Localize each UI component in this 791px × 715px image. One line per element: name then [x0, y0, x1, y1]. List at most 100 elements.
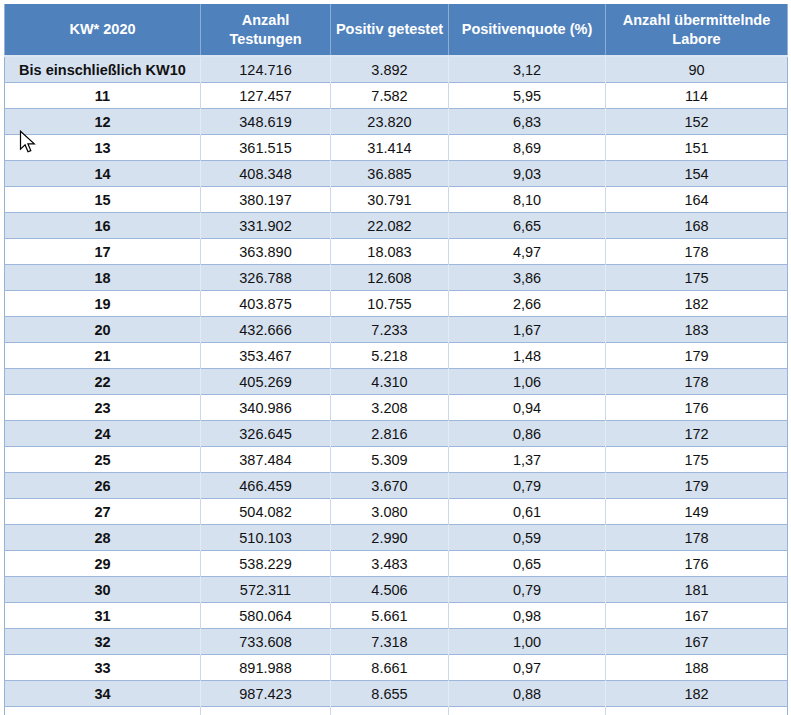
cell-testungen: 363.890 — [201, 239, 331, 265]
cell-testungen: 405.269 — [201, 369, 331, 395]
data-table: KW* 2020Anzahl TestungenPositiv getestet… — [4, 4, 788, 715]
cell-kw: 30 — [5, 577, 201, 603]
cell-testungen: 538.229 — [201, 551, 331, 577]
cell-quote: 0,65 — [449, 551, 606, 577]
cell-kw: 22 — [5, 369, 201, 395]
cell-testungen: 361.515 — [201, 135, 331, 161]
table-header: KW* 2020Anzahl TestungenPositiv getestet… — [5, 4, 788, 56]
cell-kw: 32 — [5, 629, 201, 655]
cell-kw: 21 — [5, 343, 201, 369]
cell-quote: 6,83 — [449, 109, 606, 135]
table-row: 29538.2293.4830,65176 — [5, 551, 788, 577]
cell-quote: 3,12 — [449, 56, 606, 83]
table-row: 19403.87510.7552,66182 — [5, 291, 788, 317]
cell-positiv: 8.655 — [331, 681, 449, 707]
cell-testungen: 331.902 — [201, 213, 331, 239]
cell-testungen: 408.348 — [201, 161, 331, 187]
cell-labore: 172 — [606, 421, 788, 447]
cell-quote: 1,48 — [449, 343, 606, 369]
cell-labore: 114 — [606, 83, 788, 109]
cell-labore: 175 — [606, 265, 788, 291]
cell-positiv: 7.233 — [331, 317, 449, 343]
cell-kw: 33 — [5, 655, 201, 681]
cell-labore: 164 — [606, 187, 788, 213]
cell-labore: 182 — [606, 291, 788, 317]
cell-labore: 167 — [606, 629, 788, 655]
table-row: 15380.19730.7918,10164 — [5, 187, 788, 213]
cell-positiv: 18.083 — [331, 239, 449, 265]
cell-labore — [606, 707, 788, 715]
cell-testungen: 987.423 — [201, 681, 331, 707]
cell-positiv: 7.582 — [331, 83, 449, 109]
cell-quote: 1,37 — [449, 447, 606, 473]
cell-testungen: 127.457 — [201, 83, 331, 109]
cell-kw: 25 — [5, 447, 201, 473]
cell-labore: 182 — [606, 681, 788, 707]
table-row: 17363.89018.0834,97178 — [5, 239, 788, 265]
table-row: 21353.4675.2181,48179 — [5, 343, 788, 369]
table-row: 25387.4845.3091,37175 — [5, 447, 788, 473]
cell-kw: Summe — [5, 707, 201, 715]
cell-quote: 1,67 — [449, 317, 606, 343]
col-header-positiv: Positiv getestet — [331, 4, 449, 56]
table-row: 13361.51531.4148,69151 — [5, 135, 788, 161]
cell-quote: 6,65 — [449, 213, 606, 239]
cell-testungen: 466.459 — [201, 473, 331, 499]
table-row: 23340.9863.2080,94176 — [5, 395, 788, 421]
cell-positiv: 36.885 — [331, 161, 449, 187]
cell-labore: 178 — [606, 525, 788, 551]
cell-quote: 4,97 — [449, 239, 606, 265]
cell-testungen: 348.619 — [201, 109, 331, 135]
cell-quote: 0,86 — [449, 421, 606, 447]
table-row: 27504.0823.0800,61149 — [5, 499, 788, 525]
cell-labore: 151 — [606, 135, 788, 161]
cell-testungen: 353.467 — [201, 343, 331, 369]
table-row: 34987.4238.6550,88182 — [5, 681, 788, 707]
cell-testungen: 432.666 — [201, 317, 331, 343]
col-header-quote: Positivenquote (%) — [449, 4, 606, 56]
cell-positiv: 4.310 — [331, 369, 449, 395]
cell-quote — [449, 707, 606, 715]
cell-kw: 23 — [5, 395, 201, 421]
cell-kw: Bis einschließlich KW10 — [5, 56, 201, 83]
cell-positiv: 2.990 — [331, 525, 449, 551]
table-row: 32733.6087.3181,00167 — [5, 629, 788, 655]
cell-kw: 27 — [5, 499, 201, 525]
cell-quote: 0,88 — [449, 681, 606, 707]
cell-testungen: 572.311 — [201, 577, 331, 603]
table-row: 20432.6667.2331,67183 — [5, 317, 788, 343]
cell-kw: 24 — [5, 421, 201, 447]
cell-labore: 175 — [606, 447, 788, 473]
cell-testungen: 733.608 — [201, 629, 331, 655]
table-body: Bis einschließlich KW10124.7163.8923,129… — [5, 56, 788, 715]
cell-kw: 19 — [5, 291, 201, 317]
cell-positiv: 5.218 — [331, 343, 449, 369]
cell-positiv: 23.820 — [331, 109, 449, 135]
table-row: 31580.0645.6610,98167 — [5, 603, 788, 629]
cell-labore: 188 — [606, 655, 788, 681]
table-row: 14408.34836.8859,03154 — [5, 161, 788, 187]
cell-kw: 12 — [5, 109, 201, 135]
cell-testungen: 580.064 — [201, 603, 331, 629]
cell-quote: 0,97 — [449, 655, 606, 681]
cell-quote: 0,79 — [449, 577, 606, 603]
cell-kw: 20 — [5, 317, 201, 343]
cell-kw: 16 — [5, 213, 201, 239]
cell-positiv: 3.208 — [331, 395, 449, 421]
cell-testungen: 326.788 — [201, 265, 331, 291]
cell-quote: 0,98 — [449, 603, 606, 629]
cell-positiv: 3.483 — [331, 551, 449, 577]
cell-kw: 14 — [5, 161, 201, 187]
cell-kw: 17 — [5, 239, 201, 265]
cell-labore: 152 — [606, 109, 788, 135]
header-row: KW* 2020Anzahl TestungenPositiv getestet… — [5, 4, 788, 56]
cell-positiv: 22.082 — [331, 213, 449, 239]
table-row: 28510.1032.9900,59178 — [5, 525, 788, 551]
cell-testungen: 326.645 — [201, 421, 331, 447]
cell-quote: 0,79 — [449, 473, 606, 499]
cell-labore: 178 — [606, 369, 788, 395]
test-statistics-table: KW* 2020Anzahl TestungenPositiv getestet… — [4, 4, 787, 715]
cell-labore: 178 — [606, 239, 788, 265]
cell-quote: 8,10 — [449, 187, 606, 213]
cell-positiv: 4.506 — [331, 577, 449, 603]
